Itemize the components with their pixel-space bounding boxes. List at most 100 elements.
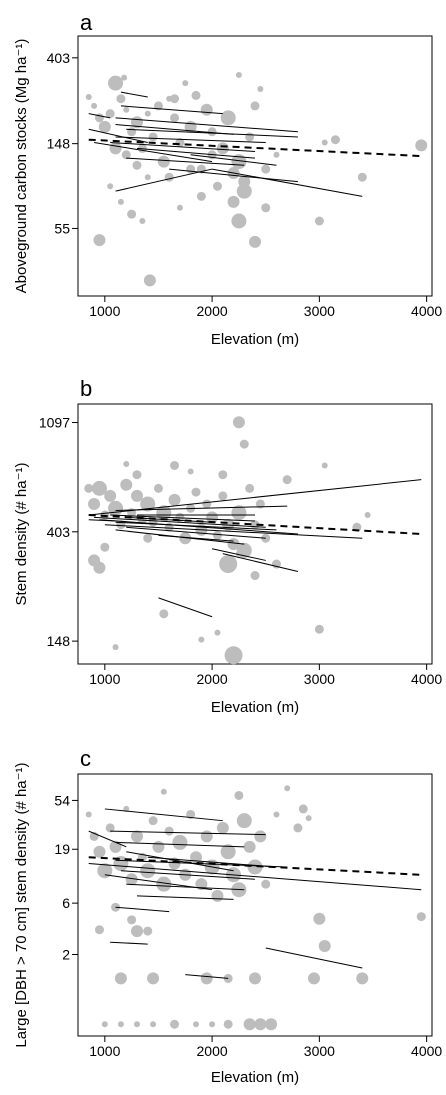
panel-b-point	[364, 512, 371, 519]
panel-b-trend-line	[110, 514, 256, 522]
panel-b-point	[120, 478, 133, 491]
panel-b-trend-line	[115, 505, 288, 511]
panel-a-point	[216, 142, 229, 155]
panel-c-point	[156, 876, 172, 892]
panel-b-y-tick-label: 403	[47, 524, 71, 540]
panel-b-point	[108, 500, 124, 516]
panel-a-point	[127, 127, 137, 137]
panel-a-point	[127, 209, 137, 219]
panel-a: a Elevation (m) Aboveground carbon stock…	[13, 10, 442, 348]
panel-a-point	[321, 139, 328, 146]
panel-b-point	[250, 571, 260, 581]
panel-a-point	[144, 110, 151, 117]
panel-b-point	[314, 624, 324, 634]
panel-a-overall-trend-line	[88, 138, 422, 158]
panel-c-point	[234, 790, 244, 800]
panel-c-x-tick-label: 2000	[197, 1043, 228, 1059]
panel-b-point	[321, 462, 328, 469]
panel-c-trend-lines	[88, 808, 422, 979]
panel-c-point	[216, 821, 229, 834]
panel-a-trend-line	[169, 168, 298, 183]
panel-b-point	[206, 511, 219, 524]
panel-a-point	[121, 150, 131, 160]
panel-a-point	[85, 94, 92, 101]
panel-a-x-tick-label: 3000	[304, 303, 335, 319]
panel-b-plot-frame	[77, 403, 433, 665]
panel-c-point	[220, 844, 236, 860]
panel-a-trend-line	[126, 157, 245, 166]
panel-c-x-tick-label: 3000	[304, 1043, 335, 1059]
panel-c-point	[236, 813, 252, 829]
panel-b-trend-line	[99, 519, 298, 535]
panel-b-point	[170, 460, 180, 470]
panel-b-x-tick-label: 3000	[304, 671, 335, 687]
panel-c-x-tick-label: 4000	[411, 1043, 442, 1059]
panel-c-point	[131, 925, 143, 938]
panel-b-point	[153, 483, 163, 493]
panel-c-trend-line	[136, 895, 234, 900]
panel-a-trend-line	[88, 128, 148, 143]
panel-a-point	[116, 94, 126, 104]
panel-c-trend-line	[126, 883, 245, 891]
panel-a-point	[107, 183, 114, 190]
panel-b-point	[218, 470, 228, 480]
panel-a-point	[109, 142, 122, 155]
panel-c-point	[125, 873, 138, 886]
panel-a-point	[212, 181, 222, 191]
panel-c-point	[143, 926, 153, 936]
panel-c-point	[243, 1018, 256, 1031]
panel-b-point	[140, 496, 156, 512]
panel-c-trend-line	[110, 941, 148, 945]
panel-c-point	[261, 879, 271, 889]
panel-b-point	[132, 470, 142, 480]
panel-b-point	[100, 542, 110, 552]
panel-c-x-tick-label: 1000	[89, 1043, 120, 1059]
panel-b-x-tick-label: 4000	[411, 671, 442, 687]
panel-c-point	[356, 972, 369, 985]
panel-b-point	[179, 532, 192, 545]
panel-c-point	[127, 915, 137, 925]
panel-a-point	[191, 90, 201, 100]
panel-a-point	[148, 132, 158, 142]
panel-b-x-ticks: 1000 2000 3000 4000	[89, 664, 442, 687]
panel-c-trend-line	[115, 841, 245, 848]
panel-c-point	[114, 972, 127, 985]
panel-c-point	[223, 1019, 233, 1029]
panel-c-point	[150, 1021, 157, 1028]
panel-a-point	[170, 94, 180, 104]
panel-b-trend-line	[115, 521, 277, 531]
panel-c-overall-trend-line	[88, 856, 422, 876]
panel-b-point	[235, 550, 242, 557]
panel-b-point	[214, 629, 221, 636]
panel-b-point	[88, 497, 101, 510]
panel-b-point	[168, 493, 181, 506]
panel-c-point	[200, 972, 213, 985]
panel-a-point	[164, 172, 174, 182]
panel-c-point	[193, 1021, 199, 1028]
panel-b-point	[202, 499, 212, 509]
panel-c-point	[160, 788, 167, 795]
panel-c-trend-line	[185, 974, 229, 979]
panel-c-point	[243, 840, 256, 853]
panel-a-x-axis-title: Elevation (m)	[211, 331, 299, 348]
panel-b-point	[191, 487, 201, 497]
panel-b-trend-line	[158, 597, 213, 618]
panel-c-y-tick-label: 6	[62, 895, 70, 911]
panel-b-y-tick-label: 1097	[39, 415, 70, 431]
panel-c-point	[134, 1021, 140, 1028]
panel-c-point	[313, 912, 326, 925]
panel-a-point	[182, 80, 189, 87]
panel-b-point	[239, 439, 249, 449]
panel-c-point	[249, 972, 261, 985]
panel-a-point	[176, 204, 183, 211]
panel-c-trend-line	[104, 808, 223, 822]
panel-a-point	[236, 183, 252, 199]
panel-a-point	[227, 195, 240, 208]
panel-b-trend-line	[211, 548, 266, 561]
panel-b-point	[93, 561, 106, 574]
panel-a-point	[170, 113, 180, 123]
panel-a-trend-line	[115, 117, 298, 133]
panel-c-point	[101, 1021, 108, 1028]
panel-c-trend-line	[126, 851, 234, 872]
